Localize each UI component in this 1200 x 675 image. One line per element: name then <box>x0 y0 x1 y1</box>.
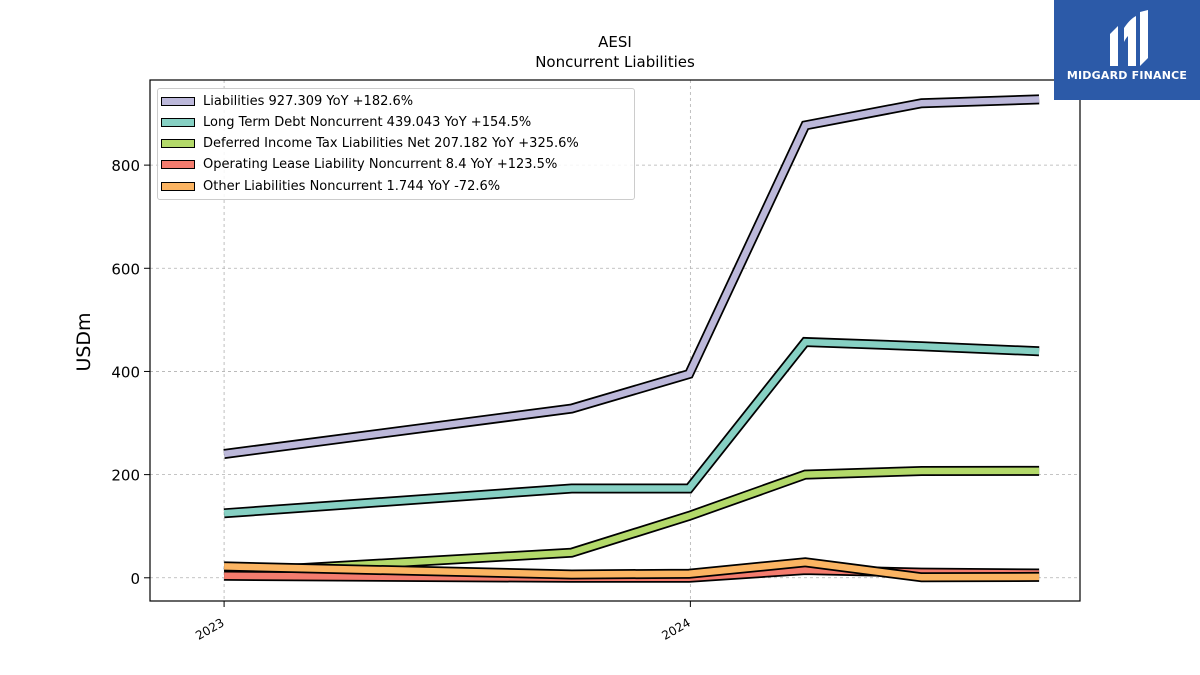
legend-swatch <box>161 139 195 149</box>
legend-label: Long Term Debt Noncurrent 439.043 YoY +1… <box>203 114 532 130</box>
legend-item: Deferred Income Tax Liabilities Net 207.… <box>158 134 579 154</box>
brand-logo: MIDGARD FINANCE <box>1054 0 1200 100</box>
legend-item: Operating Lease Liability Noncurrent 8.4… <box>158 155 557 175</box>
legend-item: Other Liabilities Noncurrent 1.744 YoY -… <box>158 176 500 196</box>
series-liabilities <box>223 94 1040 459</box>
y-tick-label: 800 <box>111 157 140 175</box>
series-line <box>223 338 1040 517</box>
legend-label: Liabilities 927.309 YoY +182.6% <box>203 93 414 109</box>
y-axis-label: USDm <box>73 312 95 371</box>
legend-item: Liabilities 927.309 YoY +182.6% <box>158 91 413 111</box>
legend-swatch <box>161 181 195 191</box>
x-tick-label: 2024 <box>659 615 692 642</box>
series-line <box>223 467 1040 576</box>
legend-item: Long Term Debt Noncurrent 439.043 YoY +1… <box>158 112 531 132</box>
y-tick-label: 400 <box>111 363 140 381</box>
y-tick-label: 200 <box>111 467 140 485</box>
plot-frame <box>149 79 1081 602</box>
legend: Liabilities 927.309 YoY +182.6% Long Term… <box>157 88 635 200</box>
midgard-logo-icon <box>1110 10 1148 66</box>
series-deferred-income-tax-liabilities-net <box>223 465 1040 578</box>
chart-title: AESI <box>598 33 632 51</box>
x-tick-label: 2023 <box>193 615 226 642</box>
series-line <box>224 559 1040 581</box>
series-lines <box>223 94 1040 583</box>
y-tick-label: 600 <box>111 260 140 278</box>
y-tick-label: 0 <box>130 570 140 588</box>
brand-name: MIDGARD FINANCE <box>1066 69 1188 82</box>
legend-label: Operating Lease Liability Noncurrent 8.4… <box>203 157 558 173</box>
legend-label: Deferred Income Tax Liabilities Net 207.… <box>203 136 579 152</box>
legend-swatch <box>161 117 195 127</box>
legend-swatch <box>161 160 195 170</box>
series-long-term-debt-noncurrent <box>223 336 1040 519</box>
chart-subtitle: Noncurrent Liabilities <box>535 53 695 71</box>
legend-swatch <box>161 96 195 106</box>
legend-label: Other Liabilities Noncurrent 1.744 YoY -… <box>203 178 501 194</box>
series-line <box>223 96 1040 458</box>
series-other-liabilities-noncurrent <box>223 557 1040 583</box>
